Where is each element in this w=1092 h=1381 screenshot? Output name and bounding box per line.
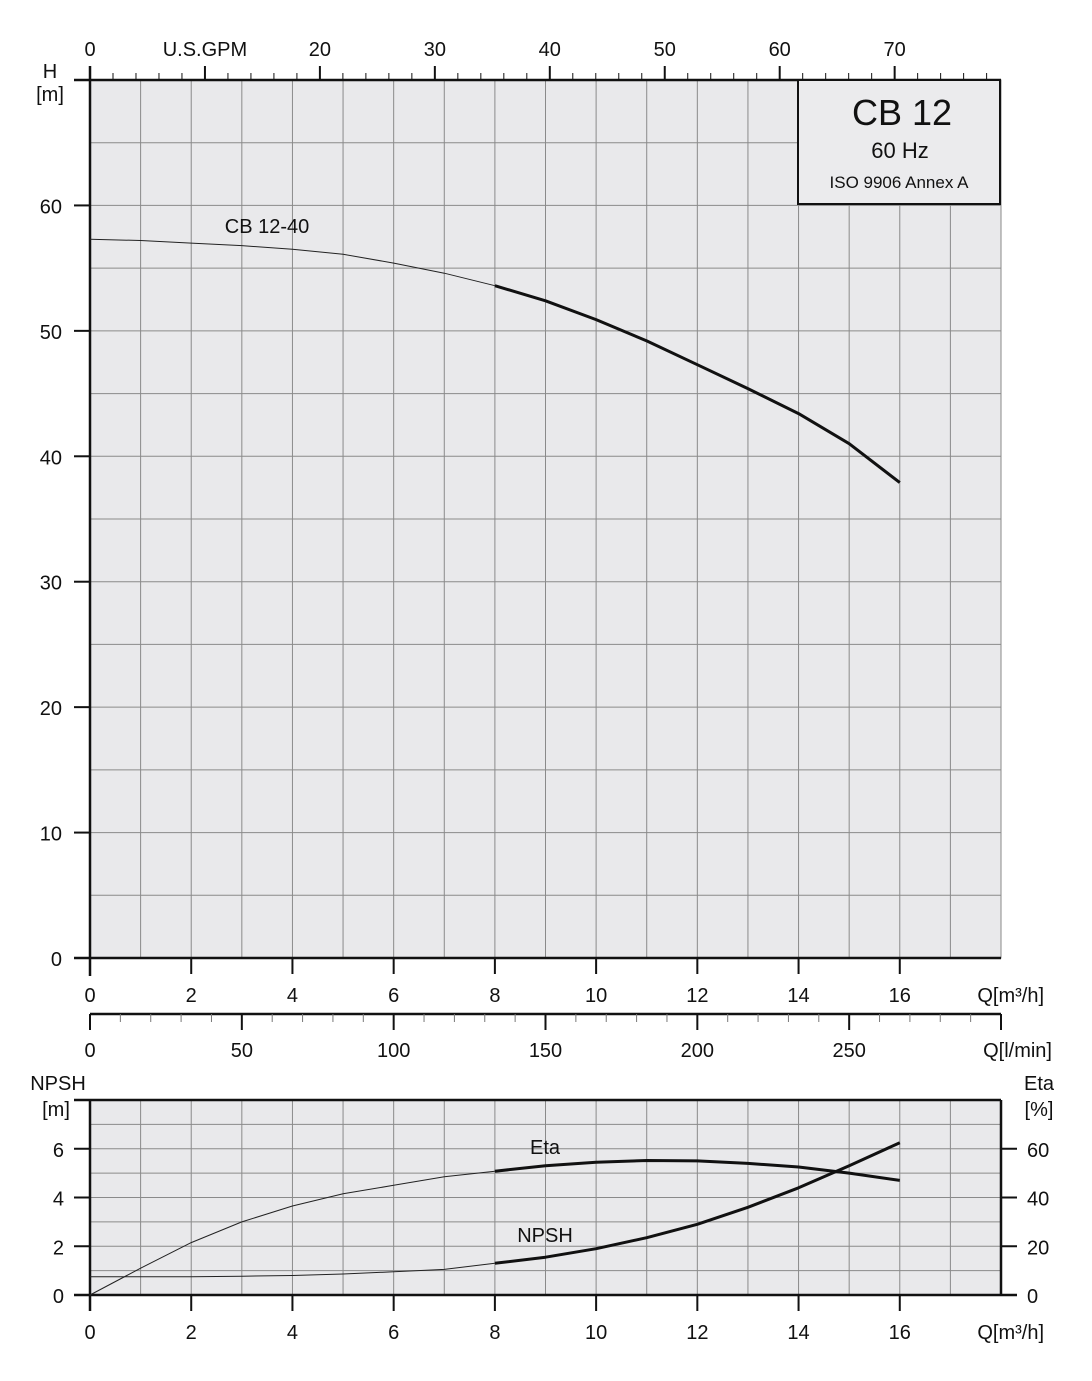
gpm-tick-label: 40 — [539, 39, 561, 61]
x-tick-label: 8 — [489, 1322, 500, 1344]
x-tick-label: 16 — [889, 985, 911, 1007]
lmin-tick-label: 200 — [681, 1040, 714, 1062]
gpm-tick-label: 70 — [884, 39, 906, 61]
x-tick-label: 16 — [889, 1322, 911, 1344]
x-tick-label: 10 — [585, 985, 607, 1007]
x-tick-label: 4 — [287, 985, 298, 1007]
y-tick-label: 50 — [40, 322, 62, 344]
x-tick-label: 14 — [787, 1322, 809, 1344]
x-axis-label: Q[m³/h] — [977, 985, 1044, 1007]
eta-tick-label: 40 — [1027, 1189, 1049, 1211]
cb-12-40-curve-thin — [89, 238, 496, 287]
x-tick-label: 12 — [686, 1322, 708, 1344]
eta-curve-bold — [494, 1159, 901, 1182]
x-tick-label: 4 — [287, 1322, 298, 1344]
eta-tick-label: 60 — [1027, 1140, 1049, 1162]
x-tick-label: 10 — [585, 1322, 607, 1344]
title-model: CB 12 — [852, 92, 952, 133]
x-tick-label: 0 — [84, 1322, 95, 1344]
y-tick-label: 0 — [51, 949, 62, 971]
lmin-tick-label: 100 — [377, 1040, 410, 1062]
gpm-tick-label: 20 — [309, 39, 331, 61]
series-label-cb-12-40: CB 12-40 — [225, 216, 310, 238]
x-tick-label: 8 — [489, 985, 500, 1007]
y-tick-label: 60 — [40, 196, 62, 218]
npsh-curve-thin — [90, 1262, 495, 1278]
title-box: CB 12 60 Hz ISO 9906 Annex A — [797, 79, 1001, 205]
lmin-tick-label: 50 — [231, 1040, 253, 1062]
x-tick-label: 6 — [388, 1322, 399, 1344]
x-tick-label: 6 — [388, 985, 399, 1007]
npsh-curve-bold — [494, 1141, 901, 1265]
title-standard: ISO 9906 Annex A — [830, 173, 970, 192]
eta-axis-unit: [%] — [1025, 1099, 1054, 1121]
y-tick-label: 10 — [40, 824, 62, 846]
y-tick-label: 30 — [40, 573, 62, 595]
y-axis-unit: [m] — [36, 84, 64, 106]
series-label-npsh: NPSH — [517, 1225, 573, 1247]
eta-tick-label: 0 — [1027, 1286, 1038, 1308]
x-axis-label: Q[m³/h] — [977, 1322, 1044, 1344]
npsh-tick-label: 0 — [53, 1286, 64, 1308]
y-axis-label: H — [43, 61, 57, 83]
eta-curve-thin — [89, 1170, 495, 1296]
x-tick-label: 2 — [186, 985, 197, 1007]
gpm-tick-label: 30 — [424, 39, 446, 61]
gpm-axis-label: U.S.GPM — [163, 39, 247, 61]
x-tick-label: 2 — [186, 1322, 197, 1344]
npsh-axis-label: NPSH — [30, 1073, 86, 1095]
gpm-tick-label: 60 — [769, 39, 791, 61]
title-frequency: 60 Hz — [871, 138, 928, 163]
series-label-eta: Eta — [530, 1137, 561, 1159]
gpm-tick-label: 50 — [654, 39, 676, 61]
lmin-tick-label: 150 — [529, 1040, 562, 1062]
x-tick-label: 14 — [787, 985, 809, 1007]
lmin-tick-label: 0 — [84, 1040, 95, 1062]
npsh-tick-label: 6 — [53, 1140, 64, 1162]
head-chart: 0 10 20 30 40 50 60 0 2 4 6 8 10 12 14 16 Q[m³/h] H[m] 0 20… — [36, 39, 1052, 1062]
x-tick-label: 0 — [84, 985, 95, 1007]
eta-axis-label: Eta — [1024, 1073, 1055, 1095]
y-tick-label: 40 — [40, 447, 62, 469]
eta-tick-label: 20 — [1027, 1237, 1049, 1259]
cb-12-40-curve-bold — [494, 284, 901, 484]
x-tick-label: 12 — [686, 985, 708, 1007]
lmin-axis-label: Q[l/min] — [983, 1040, 1052, 1062]
lmin-tick-label: 250 — [832, 1040, 865, 1062]
gpm-tick-label: 0 — [84, 39, 95, 61]
npsh-tick-label: 2 — [53, 1237, 64, 1259]
y-tick-label: 20 — [40, 698, 62, 720]
npsh-tick-label: 4 — [53, 1189, 64, 1211]
npsh-axis-unit: [m] — [42, 1099, 70, 1121]
